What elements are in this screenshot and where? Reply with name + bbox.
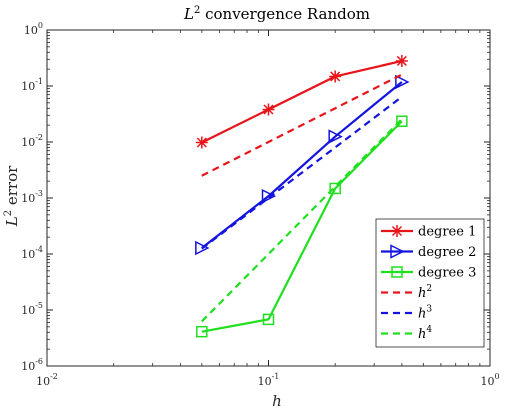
legend-entry-5: h4 <box>381 325 432 342</box>
legend-entry-4: h3 <box>381 305 432 322</box>
legend-label-1: degree 2 <box>418 245 476 260</box>
chart-title: L2 convergence Random <box>183 5 370 23</box>
legend-label-3: h2 <box>418 284 432 301</box>
series-1-point-2 <box>328 129 343 144</box>
y-axis-label-base: L <box>3 216 21 227</box>
series-3-line <box>201 73 403 177</box>
series-0 <box>195 54 408 149</box>
plot-series <box>195 54 410 338</box>
series-0-point-0 <box>195 136 208 149</box>
y-tick-label-4: 10-2 <box>21 133 43 149</box>
svg-text:L2 convergence Random: L2 convergence Random <box>183 5 370 23</box>
series-1-point-0 <box>195 240 210 256</box>
series-0-line <box>201 59 403 144</box>
series-4 <box>201 95 403 250</box>
x-axis-ticks: 10-2 10-1 100 <box>36 30 500 388</box>
series-0-point-3 <box>395 54 408 67</box>
y-tick-label-5: 10-1 <box>21 77 43 93</box>
series-5-line <box>201 118 403 323</box>
x-axis-label: h <box>272 392 282 410</box>
legend-entry-0: degree 1 <box>381 225 476 240</box>
series-1-line <box>201 81 403 249</box>
series-2 <box>196 115 408 338</box>
legend-marker-2 <box>391 266 403 278</box>
legend-marker-0 <box>391 225 403 237</box>
chart-title-base: L <box>183 5 194 23</box>
series-2-line <box>201 120 403 333</box>
x-tick-label-2: 100 <box>480 372 499 388</box>
legend-entry-2: degree 3 <box>381 266 476 281</box>
legend-label-2: degree 3 <box>418 266 476 281</box>
y-axis-ticks: 10-6 10-5 10-4 10-3 10-2 10-1 100 <box>21 21 490 373</box>
y-tick-label-1: 10-5 <box>21 301 43 317</box>
x-tick-label-1: 10-1 <box>258 372 280 388</box>
y-tick-label-2: 10-4 <box>21 245 43 261</box>
series-0-point-1 <box>262 103 275 116</box>
x-tick-label-0: 10-2 <box>36 372 58 388</box>
series-5 <box>201 118 403 323</box>
legend-label-0: degree 1 <box>418 225 476 240</box>
series-4-line <box>201 95 403 250</box>
series-1-point-1 <box>261 188 277 204</box>
y-axis-label: L2 error <box>3 165 21 227</box>
legend-label-4: h3 <box>418 305 432 322</box>
legend-box <box>375 218 485 348</box>
series-2-point-3 <box>396 115 408 127</box>
legend-entry-3: h2 <box>381 284 432 301</box>
series-2-point-1 <box>262 313 275 326</box>
legend: degree 1 degree 2 degree 3 h2 h3 h4 <box>375 218 485 348</box>
series-2-point-0 <box>196 325 208 338</box>
series-3 <box>201 73 403 177</box>
legend-marker-1 <box>390 244 405 259</box>
y-tick-label-6: 100 <box>24 21 43 37</box>
y-axis-label-rest: error <box>3 165 21 210</box>
y-tick-label-0: 10-6 <box>21 357 43 373</box>
chart-title-sup: 2 <box>194 5 200 16</box>
chart-title-rest: convergence Random <box>200 5 370 23</box>
series-1-point-3 <box>395 74 410 90</box>
series-0-point-2 <box>329 70 342 83</box>
y-tick-label-3: 10-3 <box>21 189 43 205</box>
y-axis-label-sup: 2 <box>3 210 14 216</box>
legend-entry-1: degree 2 <box>381 244 476 260</box>
series-2-point-2 <box>329 182 341 195</box>
legend-label-5: h4 <box>418 325 432 342</box>
